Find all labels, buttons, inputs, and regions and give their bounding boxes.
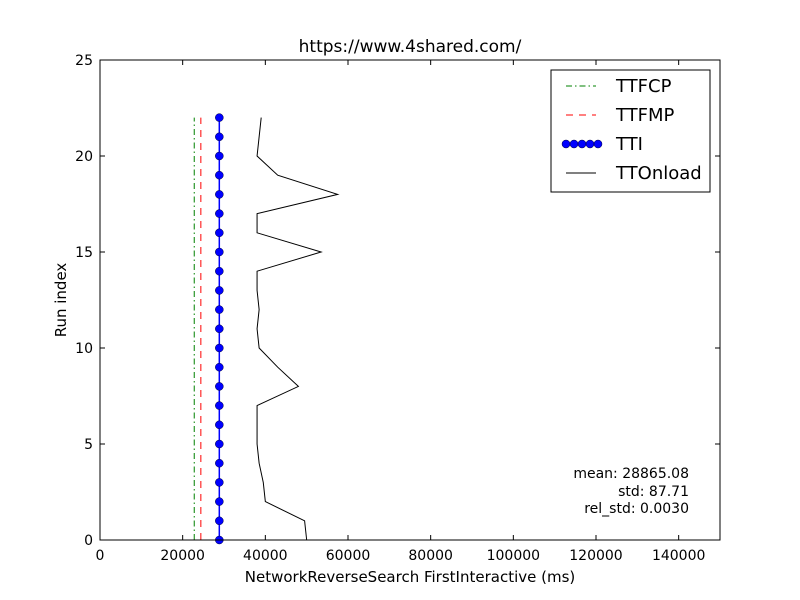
legend-marker-tti: [585, 139, 595, 149]
x-tick-label: 40000: [243, 548, 288, 564]
series-ttonload-line: [256, 117, 340, 541]
series-tti-point: [215, 113, 224, 122]
stats-annotation: mean: 28865.08 std: 87.71 rel_std: 0.003…: [573, 466, 689, 517]
series-tti-point: [215, 324, 224, 334]
series-tti-point: [215, 151, 224, 161]
series-tti-point: [215, 170, 224, 180]
series-tti-point: [215, 209, 224, 218]
legend-marker-tti: [569, 139, 579, 149]
x-tick-label: 0: [96, 548, 105, 564]
series-tti-point: [215, 228, 224, 238]
y-tick-label: 5: [84, 437, 93, 453]
x-tick-label: 60000: [326, 548, 371, 564]
y-tick-label: 0: [84, 533, 93, 549]
y-tick-label: 15: [75, 245, 93, 261]
y-tick-label: 25: [75, 53, 93, 69]
legend-label-ttfcp: TTFCP: [615, 76, 672, 97]
legend-marker-tti: [561, 139, 571, 149]
legend-label-ttfmp: TTFMP: [615, 105, 675, 126]
y-axis-label: Run index: [52, 263, 70, 338]
y-tick-label: 20: [75, 149, 93, 165]
series-tti-point: [215, 190, 224, 199]
series-tti-point: [215, 286, 224, 295]
legend-box: [550, 69, 711, 193]
series-tti-point: [215, 439, 224, 449]
stats-std: std: 87.71: [618, 484, 689, 500]
y-tick-label: 10: [75, 341, 93, 357]
series-tti-point: [215, 247, 224, 257]
series-tti-point: [215, 132, 224, 142]
series-tti-point: [215, 401, 224, 410]
chart-title: https://www.4shared.com/: [299, 37, 522, 57]
series-layer: [193, 113, 340, 545]
legend: TTFCP TTFMP TTI TTOnload: [550, 69, 711, 193]
legend-marker-tti: [593, 139, 603, 149]
series-tti-point: [215, 305, 224, 314]
series-tti-point: [215, 362, 224, 372]
series-tti-point: [215, 458, 224, 468]
x-axis-label: NetworkReverseSearch FirstInteractive (m…: [245, 568, 576, 586]
series-tti-point: [215, 497, 224, 506]
legend-label-tti: TTI: [615, 134, 643, 155]
x-tick-label: 20000: [160, 548, 205, 564]
x-tick-label: 120000: [569, 548, 622, 564]
series-tti-point: [215, 478, 224, 487]
stats-rel-std: rel_std: 0.0030: [584, 501, 689, 517]
x-tick-label: 80000: [408, 548, 453, 564]
legend-label-ttonload: TTOnload: [615, 163, 702, 184]
series-tti-point: [215, 266, 224, 276]
ticks-layer: 0 20000 40000 60000 80000 100000 120000 140000 0…: [75, 53, 720, 564]
series-tti-point: [215, 343, 224, 353]
series-tti-point: [215, 516, 224, 526]
stats-mean: mean: 28865.08: [573, 466, 689, 482]
x-tick-label: 100000: [487, 548, 540, 564]
series-tti-point: [215, 420, 224, 430]
series-tti-point: [215, 382, 224, 391]
plot-frame: [99, 59, 721, 541]
x-tick-label: 140000: [652, 548, 705, 564]
legend-entries: TTFCP TTFMP TTI TTOnload: [561, 76, 702, 184]
legend-marker-tti: [577, 139, 587, 149]
